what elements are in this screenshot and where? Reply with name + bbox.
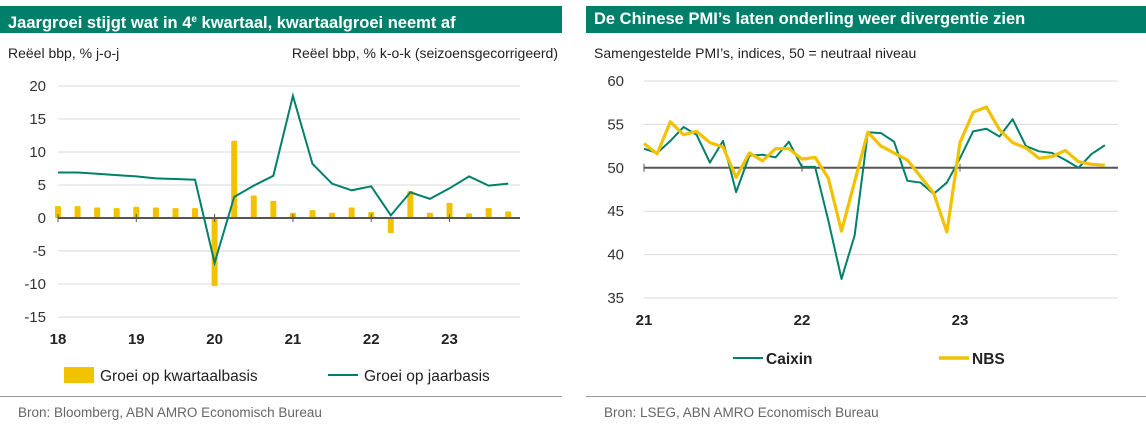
pmi-x-tick-label: 23 (952, 312, 969, 329)
gdp-x-tick-label: 23 (441, 331, 458, 348)
gdp-bar (94, 207, 101, 218)
gdp-legend-label: Groei op jaarbasis (364, 368, 490, 385)
gdp-bar (387, 218, 394, 234)
gdp-y-tick-label: -15 (24, 309, 46, 326)
pmi-axis-label: Samengestelde PMI’s, indices, 50 = neutr… (594, 45, 917, 61)
pmi-y-tick-label: 40 (607, 247, 624, 264)
chart-panel-pmi: De Chinese PMI’s laten onderling weer di… (586, 0, 1146, 428)
pmi-y-tick-label: 50 (607, 160, 624, 177)
gdp-y-tick-label: 20 (29, 78, 46, 95)
gdp-bar (133, 206, 140, 218)
gdp-x-tick-label: 22 (363, 331, 380, 348)
gdp-bar (446, 202, 453, 218)
gdp-source-divider (0, 396, 562, 397)
gdp-bar (309, 210, 316, 218)
pmi-x-tick-label: 22 (794, 312, 811, 329)
pmi-y-tick-label: 55 (607, 116, 624, 133)
gdp-bar (426, 212, 433, 218)
gdp-left-axis-label: Reëel bbp, % j-o-j (8, 45, 120, 61)
gdp-y-tick-label: 5 (38, 177, 46, 194)
pmi-source: Bron: LSEG, ABN AMRO Economisch Bureau (604, 405, 879, 420)
gdp-bar (152, 207, 159, 218)
pmi-chart-title: De Chinese PMI’s laten onderling weer di… (586, 6, 1146, 33)
pmi-legend-label: Caixin (766, 351, 813, 368)
gdp-title-superscript: e (191, 14, 197, 25)
pmi-chart: 60 55 50 45 40 35 21 22 23 Caixin NBS (607, 73, 1118, 368)
gdp-bar (329, 212, 336, 218)
chart-panel-gdp: Jaargroei stijgt wat in 4e kwartaal, kwa… (0, 0, 562, 428)
gdp-bar (113, 208, 120, 218)
gdp-bar (270, 200, 277, 218)
gdp-bar (250, 195, 257, 218)
gdp-bar (407, 190, 414, 218)
pmi-y-tick-label: 60 (607, 73, 624, 90)
pmi-y-tick-label: 45 (607, 203, 624, 220)
gdp-x-tick-label: 19 (128, 331, 145, 348)
gdp-bar (172, 208, 179, 218)
gdp-x-tick-label: 18 (50, 331, 67, 348)
gdp-bar (192, 208, 199, 218)
gdp-bar (55, 206, 61, 218)
gdp-title-main: Jaargroei stijgt wat in 4 (8, 14, 192, 32)
pmi-nbs-line (643, 105, 1105, 234)
gdp-x-tick-label: 21 (285, 331, 302, 348)
gdp-bar (211, 218, 218, 286)
gdp-y-tick-label: 10 (29, 144, 46, 161)
pmi-y-tick-label: 35 (607, 290, 624, 307)
gdp-y-tick-label: -10 (24, 276, 46, 293)
gdp-x-tick-label: 20 (206, 331, 223, 348)
gdp-legend-swatch-bar (64, 367, 94, 383)
pmi-legend-label: NBS (972, 351, 1005, 368)
gdp-bar (466, 213, 473, 218)
gdp-bar (348, 207, 355, 218)
gdp-line-series (58, 92, 509, 267)
gdp-chart-title: Jaargroei stijgt wat in 4e kwartaal, kwa… (0, 6, 562, 33)
pmi-source-divider (586, 396, 1146, 397)
pmi-caixin-line (643, 118, 1106, 280)
gdp-bar (505, 211, 512, 218)
gdp-y-tick-label: 15 (29, 111, 46, 128)
gdp-bar (485, 208, 492, 218)
pmi-x-tick-label: 21 (636, 312, 653, 329)
gdp-y-tick-label: -5 (33, 243, 46, 260)
gdp-y-tick-label: 0 (38, 210, 46, 227)
gdp-source: Bron: Bloomberg, ABN AMRO Economisch Bur… (18, 405, 322, 420)
gdp-right-axis-label: Reëel bbp, % k-o-k (seizoensgecorrigeerd… (291, 45, 558, 61)
gdp-bar (74, 206, 81, 218)
gdp-legend-label: Groei op kwartaalbasis (100, 368, 258, 385)
gdp-title-rest: kwartaal, kwartaalgroei neemt af (196, 14, 456, 32)
